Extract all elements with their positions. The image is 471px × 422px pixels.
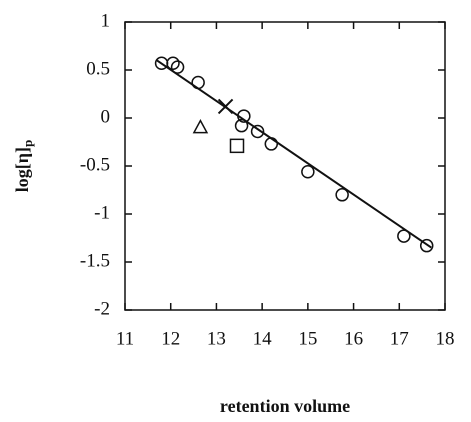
x-tick-label: 18: [436, 328, 455, 349]
x-tick-label: 15: [298, 328, 317, 349]
y-tick-label: 1: [101, 10, 111, 31]
y-tick-label: -0.5: [80, 154, 110, 175]
circle-point: [419, 238, 434, 253]
x-tick-label: 12: [161, 328, 180, 349]
x-axis-label: retention volume: [220, 396, 350, 416]
x-tick-label: 17: [390, 328, 409, 349]
triangle-point: [192, 119, 209, 134]
y-tick-label: -1: [94, 202, 110, 223]
x-tick-label: 13: [207, 328, 226, 349]
circle-point: [234, 118, 249, 133]
circle-point: [166, 56, 180, 71]
fit-line: [156, 59, 432, 249]
circle-point: [250, 124, 265, 139]
y-axis-label-sub: p: [20, 140, 35, 147]
y-tick-label: -1.5: [80, 250, 110, 271]
y-tick-label: -2: [94, 298, 110, 319]
y-tick-label: 0.5: [86, 58, 110, 79]
circle-point: [335, 188, 349, 202]
x-tick-label: 11: [116, 328, 134, 349]
circle-point: [301, 165, 315, 179]
y-tick-label: 0: [101, 106, 111, 127]
y-axis-label-main: log[η]: [12, 147, 32, 192]
square-point: [229, 138, 245, 154]
plot-frame: [124, 21, 446, 311]
x-tick-label: 16: [344, 328, 363, 349]
y-axis-label: log[η]p: [12, 140, 35, 192]
x-tick-label: 14: [253, 328, 273, 349]
circle-point: [264, 137, 279, 151]
circle-point: [170, 60, 185, 74]
